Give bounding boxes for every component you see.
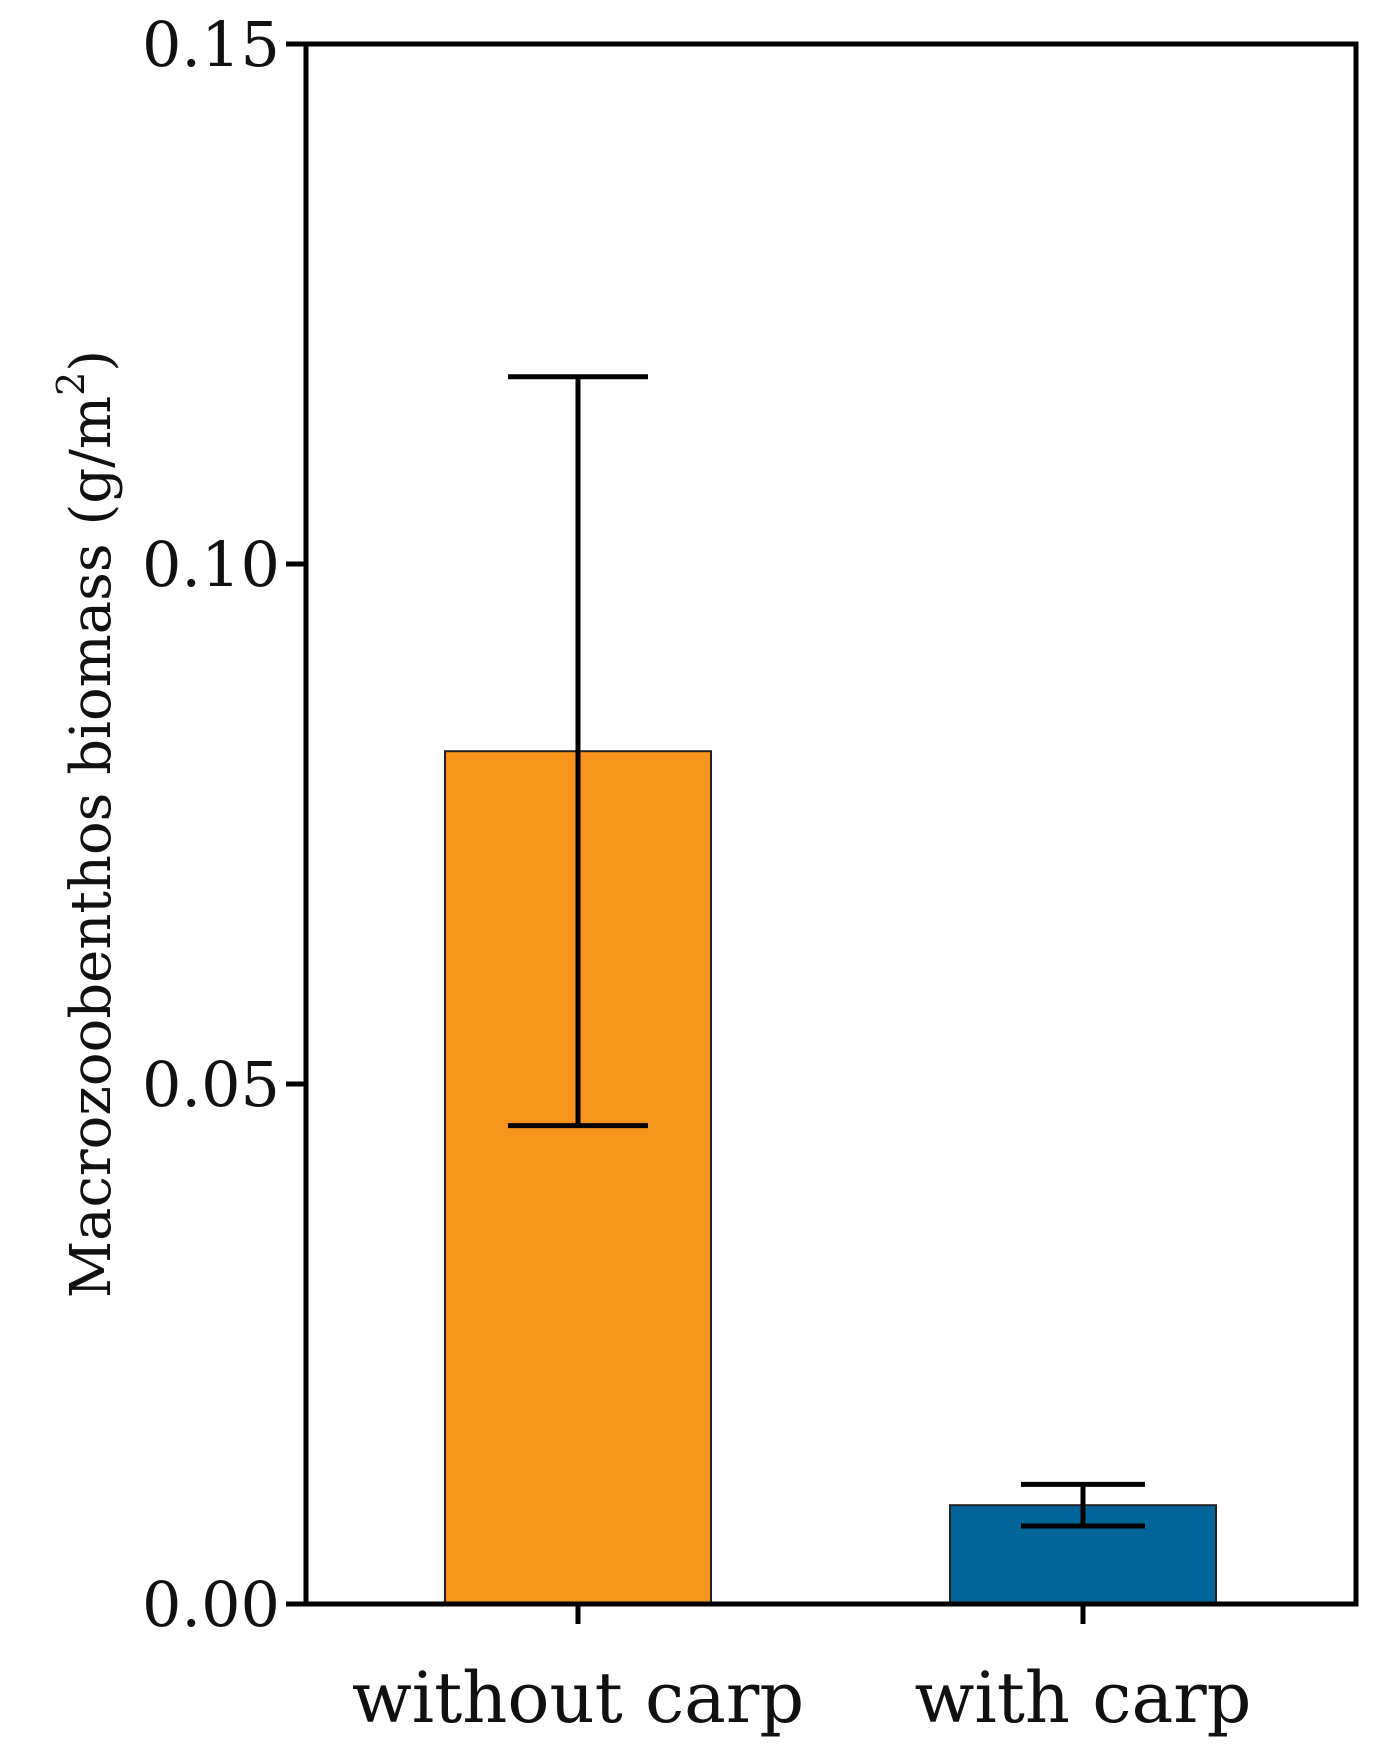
y-axis-label: Macrozoobenthos biomass (g/m2)	[49, 350, 124, 1298]
x-tick-label: with carp	[915, 1657, 1252, 1739]
y-tick-label: 0.10	[142, 528, 280, 601]
x-ticks-group: without carp with carp	[352, 1604, 1252, 1739]
bars-group	[444, 750, 1217, 1605]
error-bars-group	[508, 374, 1145, 1529]
y-tick-label: 0.00	[142, 1568, 280, 1641]
y-axis-label-superscript: 2	[49, 372, 93, 396]
plot-frame	[303, 41, 1359, 1607]
y-axis-label-close: )	[59, 350, 124, 372]
x-tick-label: without carp	[352, 1657, 804, 1739]
y-axis-label-main: Macrozoobenthos biomass (g/m	[59, 396, 124, 1298]
y-tick-label: 0.15	[142, 8, 280, 81]
y-ticks-group: 0.00 0.05 0.10 0.15	[142, 8, 306, 1641]
y-tick-label: 0.05	[142, 1048, 280, 1121]
